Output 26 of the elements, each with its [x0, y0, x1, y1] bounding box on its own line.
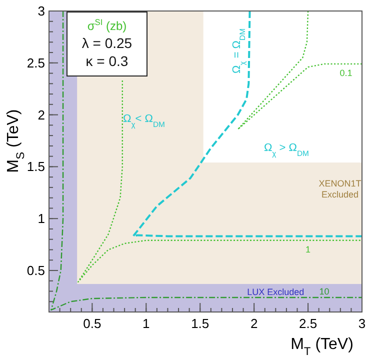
y-tick-label: 1.5: [26, 159, 45, 174]
line-series: [50, 10, 363, 311]
y-tick-label: 1: [38, 211, 45, 226]
annotation: Ω$_{χ}$ > Ω$_{DM}$: [264, 142, 309, 158]
line-series: [132, 10, 363, 238]
band-label: XENON1T Excluded: [318, 178, 362, 200]
x-tick-label: 2.5: [298, 316, 318, 331]
annotation: σ$^{SI}$ (zb): [87, 17, 127, 33]
x-tick-label: 3: [358, 316, 366, 331]
y-tick-label: 0.5: [26, 262, 45, 278]
x-tick-label: 2: [250, 316, 258, 331]
y-tick-label: 2.5: [26, 55, 45, 70]
x-axis-title: M$_{T}$ (TeV): [290, 336, 354, 358]
annotation: κ = 0.3: [86, 53, 128, 69]
annotation: λ = 0.25: [82, 35, 132, 51]
band-label: LUX Excluded: [247, 286, 304, 297]
annotation: Ω$_{χ}$< Ω$_{DM}$: [123, 113, 165, 129]
x-tick-label: 1: [142, 316, 150, 331]
y-tick-label: 3: [38, 4, 45, 18]
series-label: 0.1: [340, 68, 352, 78]
x-tick-label: 1.5: [191, 316, 210, 331]
y-tick-label: 2: [38, 107, 45, 122]
line-series: [78, 80, 363, 282]
x-tick-label: 0.5: [83, 316, 102, 331]
series-label: 10: [319, 286, 330, 296]
series-label: 1: [306, 244, 311, 254]
